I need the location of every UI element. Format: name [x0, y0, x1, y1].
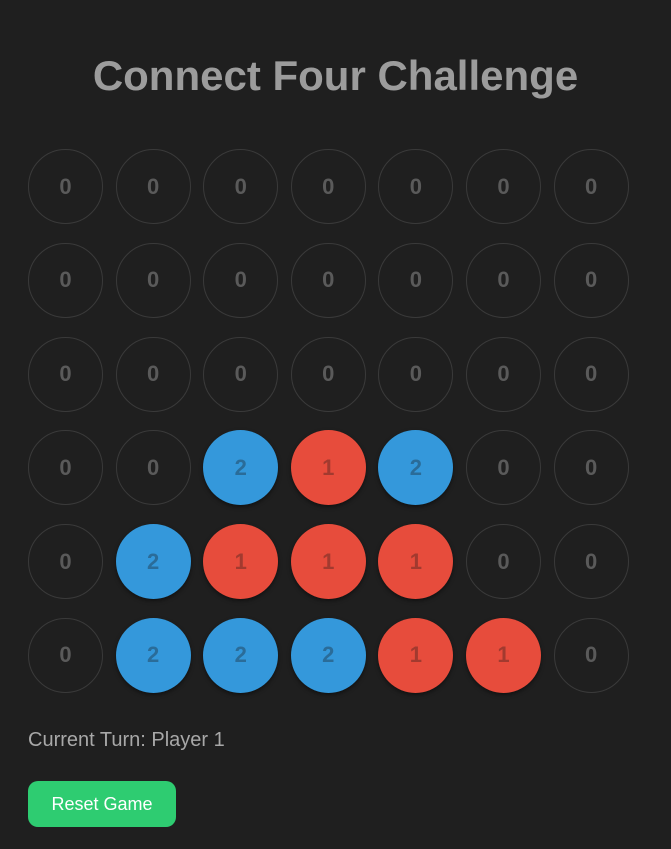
board-cell-r4-c5[interactable]: 0: [465, 524, 541, 600]
board-cell-r3-c3[interactable]: 1: [290, 430, 366, 506]
board-cell-r4-c6[interactable]: 0: [553, 524, 629, 600]
board-cell-r3-c6[interactable]: 0: [553, 430, 629, 506]
board-cell-r5-c3[interactable]: 2: [290, 617, 366, 693]
board-cell-r0-c3[interactable]: 0: [290, 149, 366, 224]
board-cell-r4-c3[interactable]: 1: [290, 524, 366, 600]
board-cell-r0-c2[interactable]: 0: [203, 149, 279, 224]
board-cell-r2-c3[interactable]: 0: [290, 336, 366, 412]
board-cell-r4-c1[interactable]: 2: [115, 524, 191, 600]
board-cell-r5-c2[interactable]: 2: [203, 617, 279, 693]
board-cell-r4-c4[interactable]: 1: [378, 524, 454, 600]
board-cell-r2-c0[interactable]: 0: [28, 336, 103, 412]
board-cell-r3-c4[interactable]: 2: [378, 430, 454, 506]
board-cell-r3-c2[interactable]: 2: [203, 430, 279, 506]
board-cell-r3-c1[interactable]: 0: [115, 430, 191, 506]
board-cell-r4-c2[interactable]: 1: [203, 524, 279, 600]
board-cell-r3-c0[interactable]: 0: [28, 430, 103, 506]
board-cell-r5-c1[interactable]: 2: [115, 617, 191, 693]
board-cell-r3-c5[interactable]: 0: [465, 430, 541, 506]
board-cell-r1-c5[interactable]: 0: [465, 242, 541, 318]
board-cell-r1-c3[interactable]: 0: [290, 242, 366, 318]
board-cell-r5-c6[interactable]: 0: [553, 617, 629, 693]
board-cell-r1-c1[interactable]: 0: [115, 242, 191, 318]
board-cell-r0-c4[interactable]: 0: [378, 149, 454, 224]
board-cell-r1-c4[interactable]: 0: [378, 242, 454, 318]
board-cell-r1-c0[interactable]: 0: [28, 242, 103, 318]
board-cell-r5-c5[interactable]: 1: [465, 617, 541, 693]
board-cell-r2-c4[interactable]: 0: [378, 336, 454, 412]
board-cell-r5-c0[interactable]: 0: [28, 617, 103, 693]
current-turn-status: Current Turn: Player 1: [28, 729, 225, 751]
board-cell-r0-c1[interactable]: 0: [115, 149, 191, 224]
board-cell-r2-c2[interactable]: 0: [203, 336, 279, 412]
board-cell-r0-c6[interactable]: 0: [553, 149, 629, 224]
board-cell-r5-c4[interactable]: 1: [378, 617, 454, 693]
board-cell-r4-c0[interactable]: 0: [28, 524, 103, 600]
board-cell-r2-c1[interactable]: 0: [115, 336, 191, 412]
reset-game-button[interactable]: Reset Game: [28, 781, 176, 827]
page-title: Connect Four Challenge: [92, 52, 579, 99]
board-cell-r0-c0[interactable]: 0: [28, 149, 103, 224]
board-cell-r1-c6[interactable]: 0: [553, 242, 629, 318]
board-cell-r1-c2[interactable]: 0: [203, 242, 279, 318]
board-cell-r2-c6[interactable]: 0: [553, 336, 629, 412]
board-cell-r0-c5[interactable]: 0: [465, 149, 541, 224]
board-cell-r2-c5[interactable]: 0: [465, 336, 541, 412]
